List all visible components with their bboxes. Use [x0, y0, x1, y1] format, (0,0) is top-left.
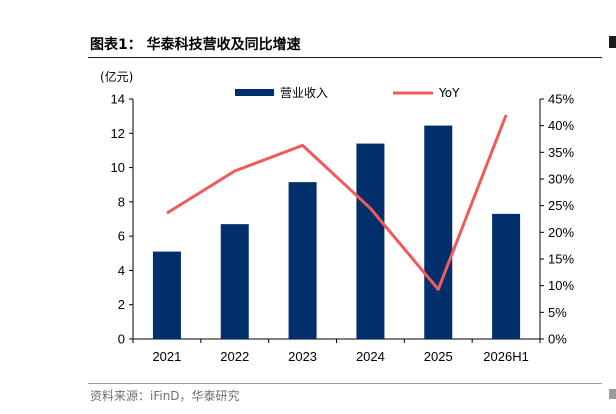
adjacent-figure-fragment: [609, 36, 616, 48]
y2-tick-label: 30%: [548, 172, 574, 187]
revenue-bar: [288, 182, 317, 339]
y2-tick-label: 0%: [548, 332, 567, 347]
revenue-bar: [220, 224, 249, 339]
revenue-bar: [424, 125, 453, 339]
y-tick-label: 8: [118, 194, 125, 209]
source-note: 资料来源：iFinD，华泰研究: [90, 389, 240, 403]
x-tick-label: 2023: [288, 349, 317, 364]
y2-tick-label: 5%: [548, 305, 567, 320]
revenue-bar: [152, 251, 181, 339]
revenue-bar: [492, 213, 521, 339]
x-tick-label: 2025: [424, 349, 453, 364]
x-tick-label: 2024: [356, 349, 385, 364]
y2-tick-label: 20%: [548, 225, 574, 240]
y-tick-label: 6: [118, 229, 125, 244]
adjacent-source-fragment: [609, 389, 616, 399]
y2-tick-label: 25%: [548, 198, 574, 213]
y2-tick-label: 45%: [548, 92, 574, 107]
x-tick-label: 2022: [220, 349, 249, 364]
y2-tick-label: 40%: [548, 118, 574, 133]
legend-label-yoy: YoY: [438, 86, 460, 100]
x-tick-label: 2021: [152, 349, 181, 364]
y-tick-label: 14: [111, 92, 125, 107]
legend-swatch-revenue: [235, 89, 274, 96]
legend-label-revenue: 营业收入: [280, 86, 328, 100]
y2-tick-label: 35%: [548, 145, 574, 160]
y-tick-label: 10: [111, 160, 125, 175]
figure-title: 图表1： 华泰科技营收及同比增速: [90, 37, 301, 53]
title-rule: [88, 57, 602, 58]
y-tick-label: 0: [118, 332, 125, 347]
revenue-bar: [356, 143, 385, 339]
y-tick-label: 12: [111, 126, 125, 141]
y-axis-unit: (亿元): [100, 69, 133, 84]
y-tick-label: 4: [118, 263, 125, 278]
x-tick-label: 2026H1: [483, 349, 529, 364]
y2-tick-label: 15%: [548, 252, 574, 267]
y-tick-label: 2: [118, 297, 125, 312]
source-rule: [88, 383, 602, 384]
y2-tick-label: 10%: [548, 278, 574, 293]
yoy-line: [166, 114, 508, 291]
